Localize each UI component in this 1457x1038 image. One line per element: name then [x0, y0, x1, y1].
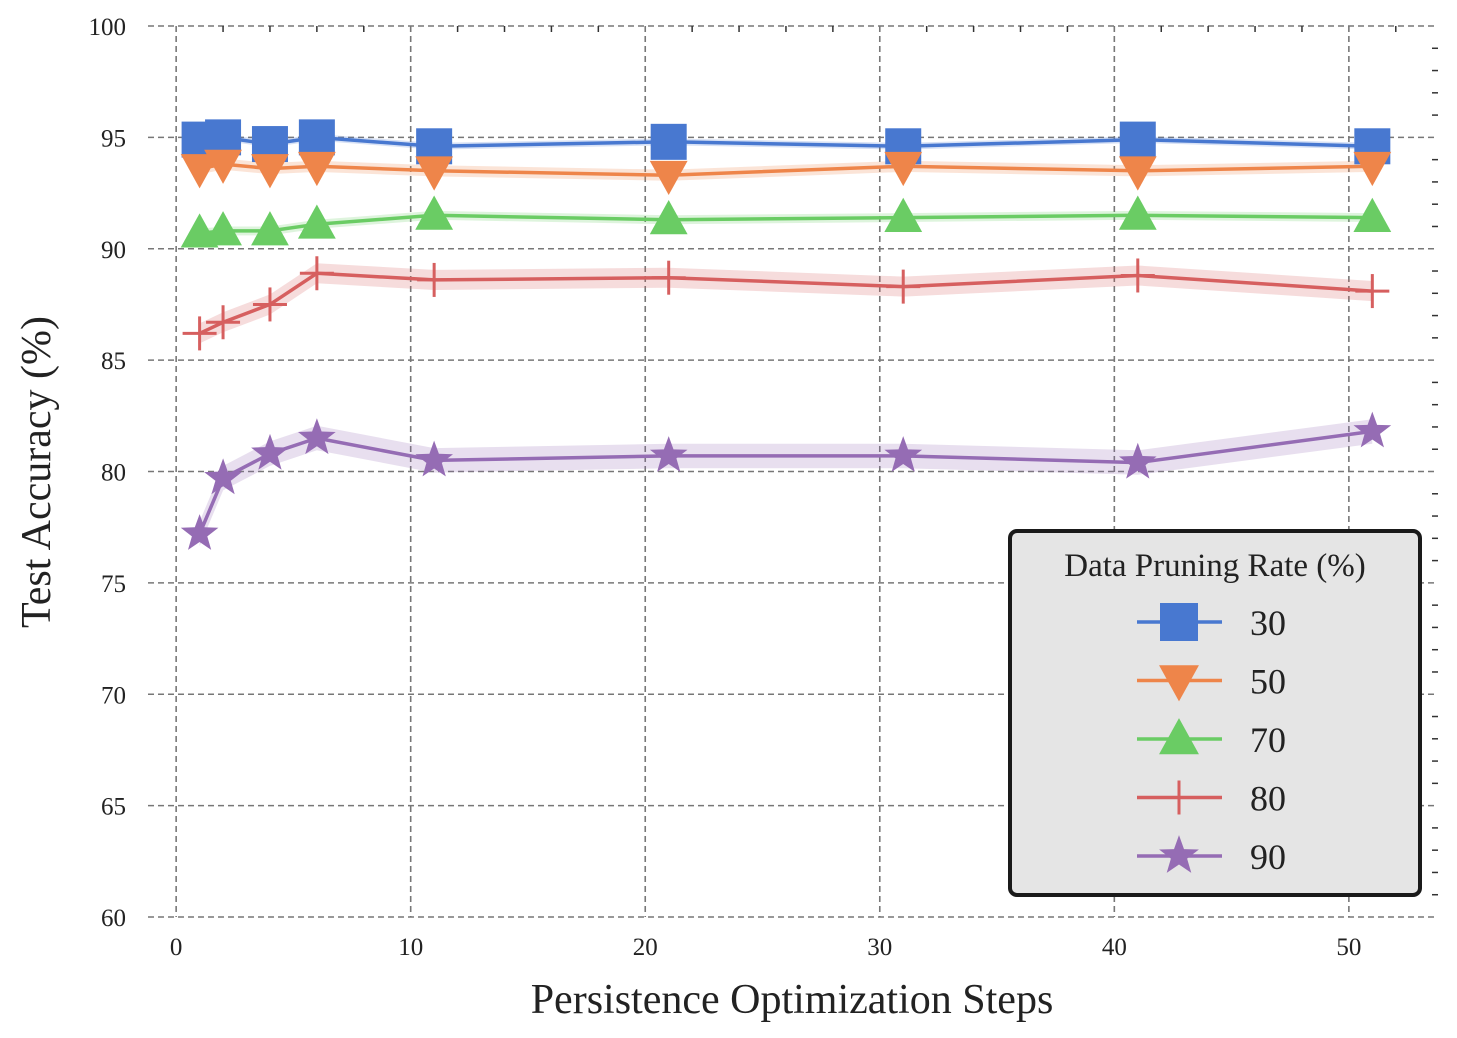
point-series-70-x4: [251, 211, 289, 246]
point-series-90-x2: [204, 458, 242, 495]
legend-item-90: 90: [1137, 835, 1286, 877]
minor-ticks: [222, 26, 1438, 896]
point-series-90-x4: [251, 433, 289, 470]
y-axis-title: Test Accuracy (%): [14, 316, 60, 628]
point-series-30-x2: [205, 119, 242, 156]
x-tick-label: 50: [1336, 934, 1361, 961]
point-series-50-x51: [1353, 151, 1392, 187]
legend-marker: [1159, 665, 1199, 702]
y-tick-label: 60: [101, 905, 126, 932]
legend-item-50: 50: [1137, 662, 1286, 702]
legend-box: [1008, 529, 1422, 897]
point-series-70-x41: [1118, 195, 1157, 230]
point-series-50-x4: [251, 154, 289, 189]
y-tick-labels: 60 65 70 75 80 85 90 95 100: [89, 14, 127, 932]
x-tick-label: 40: [1102, 934, 1127, 961]
y-tick-label: 75: [101, 571, 126, 598]
y-tick-label: 85: [101, 348, 126, 375]
point-series-90-x11: [415, 440, 453, 477]
legend: Data Pruning Rate (%) 30 50 70 80 90: [1008, 529, 1422, 897]
point-series-50-x2: [204, 149, 242, 184]
y-tick-label: 80: [101, 460, 126, 487]
legend-label: 70: [1250, 720, 1286, 760]
point-series-70-x11: [415, 195, 454, 230]
point-series-90-x1: [180, 514, 219, 550]
x-axis-title: Persistence Optimization Steps: [531, 977, 1054, 1023]
band-series-80: [199, 263, 1373, 344]
point-series-90-x21: [649, 436, 688, 472]
y-tick-label: 65: [101, 794, 126, 821]
x-tick-label: 0: [170, 934, 183, 961]
legend-marker: [1159, 718, 1199, 755]
point-series-50-x41: [1118, 156, 1157, 191]
point-series-70-x21: [649, 199, 688, 235]
x-tick-label: 20: [633, 934, 658, 961]
legend-marker: [1160, 603, 1198, 641]
point-series-70-x2: [204, 211, 242, 246]
grid: [148, 25, 1438, 918]
band-series-90: [199, 419, 1373, 547]
point-series-70-x31: [884, 197, 923, 232]
legend-item-30: 30: [1137, 603, 1286, 643]
point-series-50-x11: [415, 156, 454, 191]
series-markers: [180, 119, 1392, 550]
point-series-80-x21: [651, 260, 686, 295]
x-tick-label: 30: [867, 934, 892, 961]
y-tick-label: 90: [101, 237, 126, 264]
point-series-80-x4: [252, 287, 287, 322]
point-series-50-x1: [180, 154, 219, 189]
point-series-30-x21: [650, 123, 687, 160]
y-tick-label: 100: [89, 14, 127, 41]
legend-marker: [1159, 835, 1199, 873]
point-series-50-x6: [297, 151, 336, 187]
legend-item-70: 70: [1137, 718, 1286, 760]
legend-label: 90: [1250, 837, 1286, 877]
legend-item-80: 80: [1137, 779, 1286, 819]
legend-items: 30 50 70 80 90: [1137, 603, 1286, 877]
x-tick-label: 10: [398, 934, 423, 961]
point-series-70-x51: [1353, 197, 1392, 232]
point-series-90-x51: [1353, 411, 1392, 448]
point-series-80-x6: [299, 256, 334, 291]
point-series-80-x2: [206, 305, 241, 340]
point-series-30-x41: [1119, 121, 1156, 158]
point-series-80-x51: [1355, 274, 1390, 309]
point-series-70-x6: [297, 204, 336, 239]
point-series-90-x31: [884, 436, 923, 472]
y-tick-label: 70: [101, 682, 126, 709]
point-series-90-x6: [298, 418, 336, 455]
x-tick-labels: 0 10 20 30 40 50: [170, 934, 1361, 961]
point-series-90-x41: [1119, 442, 1157, 479]
series-lines: [197, 135, 1373, 535]
confidence-bands: [199, 134, 1373, 547]
point-series-80-x1: [182, 316, 217, 351]
legend-marker: [1162, 780, 1196, 815]
point-series-80-x41: [1120, 258, 1155, 293]
y-tick-label: 95: [101, 125, 126, 152]
point-series-80-x11: [417, 262, 452, 297]
point-series-30-x6: [298, 119, 335, 156]
legend-label: 80: [1250, 779, 1286, 819]
point-series-50-x31: [884, 151, 923, 187]
legend-label: 30: [1250, 603, 1286, 643]
legend-title: Data Pruning Rate (%): [1064, 548, 1366, 584]
point-series-80-x31: [886, 269, 921, 304]
point-series-50-x21: [649, 160, 688, 196]
legend-label: 50: [1250, 662, 1286, 702]
